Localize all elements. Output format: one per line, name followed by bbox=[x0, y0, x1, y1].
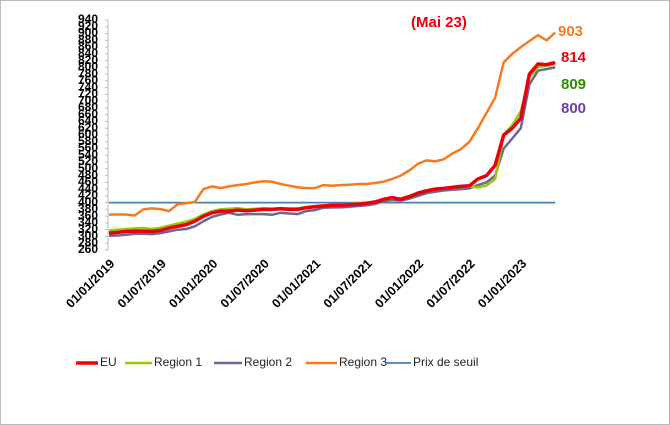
y-tick-label: 880 bbox=[78, 32, 98, 46]
x-tick-label: 01/01/2022 bbox=[372, 257, 426, 311]
x-tick-label: 01/07/2021 bbox=[321, 257, 375, 311]
y-tick-label: 740 bbox=[78, 80, 98, 94]
y-tick-label: 400 bbox=[78, 195, 98, 209]
x-tick-label: 01/01/2023 bbox=[475, 257, 529, 311]
y-tick-label: 380 bbox=[78, 202, 98, 216]
y-tick-label: 360 bbox=[78, 208, 98, 222]
y-tick-label: 840 bbox=[78, 46, 98, 60]
annotation: (Mai 23) bbox=[411, 14, 467, 31]
x-tick-label: 01/01/2019 bbox=[63, 257, 117, 311]
annotation: 800 bbox=[561, 100, 586, 117]
y-tick-label: 940 bbox=[78, 12, 98, 26]
y-tick-label: 900 bbox=[78, 26, 98, 40]
y-tick-label: 780 bbox=[78, 66, 98, 80]
y-tick-label: 640 bbox=[78, 114, 98, 128]
legend-label: EU bbox=[100, 355, 117, 369]
y-tick-label: 720 bbox=[78, 87, 98, 101]
y-tick-label: 540 bbox=[78, 147, 98, 161]
legend-label: Region 3 bbox=[339, 355, 387, 369]
y-tick-label: 260 bbox=[78, 242, 98, 256]
y-tick-label: 580 bbox=[78, 134, 98, 148]
y-tick-label: 920 bbox=[78, 19, 98, 33]
y-tick-label: 600 bbox=[78, 127, 98, 141]
series-line bbox=[108, 60, 556, 235]
y-tick-label: 460 bbox=[78, 175, 98, 189]
series-line bbox=[108, 66, 556, 238]
y-tick-label: 660 bbox=[78, 107, 98, 121]
x-tick-label: 01/01/2021 bbox=[269, 257, 323, 311]
legend-label: Region 2 bbox=[244, 355, 292, 369]
x-tick-label: 01/07/2019 bbox=[115, 257, 169, 311]
y-tick-label: 680 bbox=[78, 100, 98, 114]
x-tick-label: 01/01/2020 bbox=[166, 257, 220, 311]
y-tick-label: 280 bbox=[78, 235, 98, 249]
y-tick-label: 860 bbox=[78, 39, 98, 53]
legend-label: Region 1 bbox=[154, 355, 202, 369]
y-tick-label: 320 bbox=[78, 222, 98, 236]
y-tick-label: 500 bbox=[78, 161, 98, 175]
annotation: 814 bbox=[561, 49, 587, 66]
y-tick-label: 340 bbox=[78, 215, 98, 229]
series-line bbox=[109, 31, 557, 217]
x-tick-label: 01/07/2022 bbox=[424, 257, 478, 311]
y-tick-label: 420 bbox=[78, 188, 98, 202]
y-tick-label: 300 bbox=[78, 229, 98, 243]
y-tick-label: 520 bbox=[78, 154, 98, 168]
legend-label: Prix de seuil bbox=[413, 355, 478, 369]
y-tick-label: 480 bbox=[78, 168, 98, 182]
annotation: 903 bbox=[558, 23, 583, 40]
y-tick-label: 700 bbox=[78, 93, 98, 107]
annotation: 809 bbox=[561, 76, 586, 93]
y-tick-label: 440 bbox=[78, 181, 98, 195]
y-tick-label: 560 bbox=[78, 141, 98, 155]
y-tick-label: 620 bbox=[78, 120, 98, 134]
x-tick-label: 01/07/2020 bbox=[218, 257, 272, 311]
y-tick-label: 820 bbox=[78, 53, 98, 67]
y-tick-label: 800 bbox=[78, 60, 98, 74]
y-tick-label: 760 bbox=[78, 73, 98, 87]
